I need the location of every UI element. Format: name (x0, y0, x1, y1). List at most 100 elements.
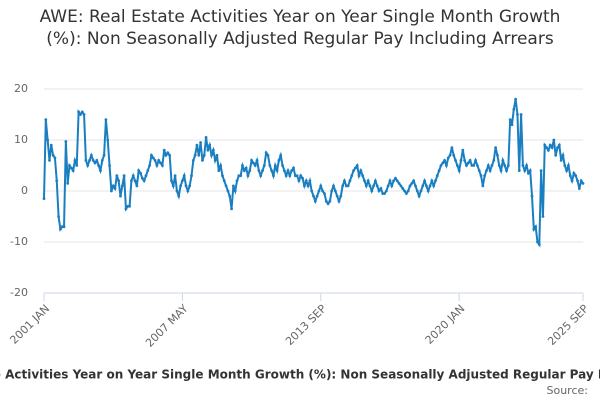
point (53, 156, 57, 160)
point (561, 153, 565, 157)
point (516, 113, 519, 116)
point (324, 199, 328, 203)
point (412, 179, 416, 183)
point (457, 169, 461, 173)
point (579, 179, 583, 183)
point (377, 189, 381, 193)
point (514, 97, 518, 101)
point (261, 169, 264, 173)
point (548, 143, 552, 147)
point (506, 164, 510, 167)
point (330, 189, 334, 193)
point (357, 174, 361, 178)
point (106, 138, 110, 142)
point (497, 164, 501, 167)
point (390, 184, 394, 188)
point (58, 227, 62, 231)
point (292, 166, 295, 170)
point (341, 184, 345, 188)
point (273, 164, 277, 167)
point (255, 159, 259, 162)
point (253, 164, 257, 167)
line (43, 99, 584, 248)
point (304, 179, 308, 183)
point (66, 181, 70, 185)
point (173, 174, 177, 178)
point (295, 174, 299, 178)
point (299, 174, 303, 178)
point (79, 113, 82, 116)
point (499, 169, 503, 173)
point (485, 169, 488, 173)
point (211, 148, 215, 152)
point (479, 174, 483, 178)
point (195, 143, 199, 147)
point (574, 174, 578, 178)
point (137, 169, 141, 173)
point (120, 184, 124, 188)
point (384, 189, 388, 193)
point (175, 189, 179, 193)
point (208, 143, 212, 147)
point (477, 169, 481, 173)
point (119, 194, 122, 198)
point (326, 202, 330, 206)
point (160, 164, 164, 167)
point (488, 169, 492, 173)
point (97, 164, 101, 167)
point (323, 192, 326, 195)
point (282, 169, 286, 173)
point (468, 159, 472, 162)
point (423, 179, 426, 183)
point (252, 161, 255, 165)
point (277, 159, 281, 162)
point (233, 189, 237, 193)
point (57, 215, 60, 218)
point (406, 189, 410, 193)
point (259, 174, 263, 178)
point (210, 153, 213, 157)
point (268, 164, 272, 167)
point (188, 184, 192, 188)
point (501, 159, 505, 162)
point (312, 194, 315, 198)
point (95, 159, 99, 162)
point (51, 153, 55, 157)
point (353, 166, 357, 170)
point (272, 174, 275, 178)
point (264, 151, 268, 155)
point (82, 113, 86, 116)
point (111, 184, 115, 188)
point (155, 164, 159, 167)
point (537, 243, 541, 246)
point (77, 110, 80, 114)
point (374, 179, 377, 183)
point (168, 153, 172, 157)
point (44, 118, 48, 121)
point (528, 169, 532, 173)
point (348, 179, 352, 183)
point (452, 153, 456, 157)
point (448, 153, 452, 157)
point (547, 148, 550, 152)
point (534, 225, 538, 229)
point (403, 189, 406, 193)
point (124, 207, 128, 211)
point (415, 189, 419, 193)
point (368, 184, 372, 188)
point (308, 179, 312, 183)
point (337, 199, 341, 203)
point (441, 161, 445, 165)
point (463, 159, 467, 162)
point (241, 164, 244, 167)
point (375, 184, 379, 188)
point (525, 164, 528, 167)
point (481, 184, 485, 188)
point (361, 174, 365, 178)
point (523, 169, 527, 173)
point (519, 113, 523, 116)
point (135, 184, 139, 188)
point (231, 184, 235, 188)
